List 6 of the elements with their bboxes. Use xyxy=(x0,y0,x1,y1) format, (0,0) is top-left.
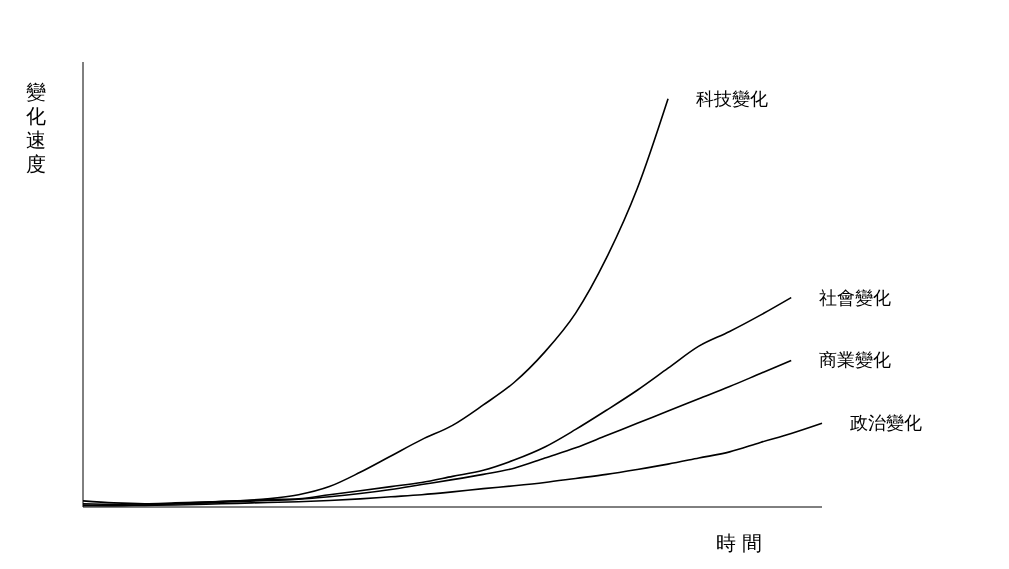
x-axis-title: 時 間 xyxy=(716,530,763,557)
y-axis-title: 變化速度 xyxy=(26,80,47,176)
series-label: 政治變化 xyxy=(850,412,922,434)
series-label: 社會變化 xyxy=(819,286,892,308)
series-label: 商業變化 xyxy=(819,349,892,371)
series-label: 科技變化 xyxy=(696,87,769,109)
